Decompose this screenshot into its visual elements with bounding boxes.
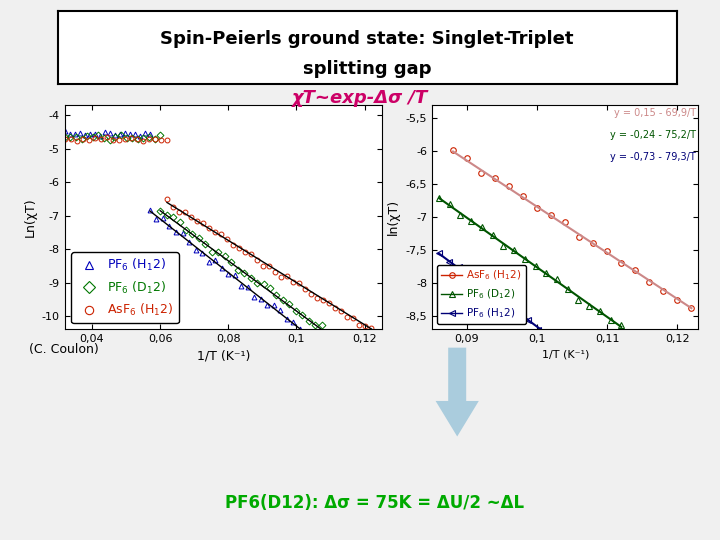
X-axis label: 1/T (K⁻¹): 1/T (K⁻¹) (197, 350, 250, 363)
Y-axis label: Ln(χT): Ln(χT) (23, 198, 37, 237)
Text: (C. Coulon): (C. Coulon) (29, 343, 99, 356)
Text: y = -0,73 - 79,3/T: y = -0,73 - 79,3/T (610, 152, 696, 163)
Legend: AsF$_6$ (H$_12$), PF$_6$ (D$_12$), PF$_6$ (H$_12$): AsF$_6$ (H$_12$), PF$_6$ (D$_12$), PF$_6… (437, 265, 526, 324)
Text: y = -0,24 - 75,2/T: y = -0,24 - 75,2/T (610, 130, 696, 140)
Legend: PF$_6$ (H$_12$), PF$_6$ (D$_12$), AsF$_6$ (H$_12$): PF$_6$ (H$_12$), PF$_6$ (D$_12$), AsF$_6… (71, 252, 179, 323)
Text: y = 0,15 - 69,9/T: y = 0,15 - 69,9/T (613, 107, 696, 118)
Text: splitting gap: splitting gap (303, 60, 431, 78)
X-axis label: 1/T (K⁻¹): 1/T (K⁻¹) (541, 350, 589, 360)
Y-axis label: ln(χT): ln(χT) (387, 199, 400, 235)
Text: PF6(D12): Δσ = 75K = ΔU/2 ~ΔL: PF6(D12): Δσ = 75K = ΔU/2 ~ΔL (225, 494, 524, 512)
Text: Spin-Peierls ground state: Singlet-Triplet: Spin-Peierls ground state: Singlet-Tripl… (161, 30, 574, 48)
FancyArrow shape (436, 348, 479, 436)
Text: χT~exp-Δσ /T: χT~exp-Δσ /T (292, 89, 428, 107)
